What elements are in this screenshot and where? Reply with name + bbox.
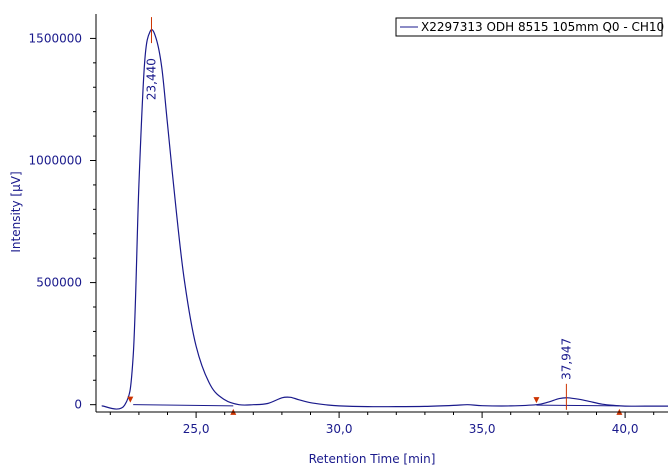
x-tick-label: 40,0	[612, 422, 639, 436]
tick-labels: 25,0 30,0 35,0 40,0 0 500000 1000000 1500000	[29, 31, 639, 436]
x-tick-label: 30,0	[326, 422, 353, 436]
y-tick-label: 500000	[36, 276, 82, 290]
integration-start-marker	[127, 396, 134, 403]
x-axis-title: Retention Time [min]	[309, 452, 436, 466]
legend-box	[395, 17, 663, 37]
legend: X2297313 ODH 8515 105mm Q0 - CH10	[395, 17, 664, 37]
peak-label: 23,440	[144, 58, 158, 100]
y-axis-title: Intensity [µV]	[9, 171, 23, 252]
legend-entry: X2297313 ODH 8515 105mm Q0 - CH10	[421, 20, 664, 34]
y-tick-label: 0	[74, 398, 82, 412]
y-tick-label: 1500000	[29, 31, 82, 45]
axes	[90, 14, 668, 418]
peak-label: 37,947	[559, 338, 573, 380]
integration-baseline	[133, 404, 234, 407]
integration-start-marker	[533, 397, 540, 404]
x-tick-label: 35,0	[469, 422, 496, 436]
y-tick-label: 1000000	[29, 154, 82, 168]
integration-baseline	[536, 404, 620, 407]
x-tick-label: 25,0	[183, 422, 210, 436]
series-line	[101, 29, 668, 410]
plot-area: 23,440 37,947	[101, 17, 668, 415]
